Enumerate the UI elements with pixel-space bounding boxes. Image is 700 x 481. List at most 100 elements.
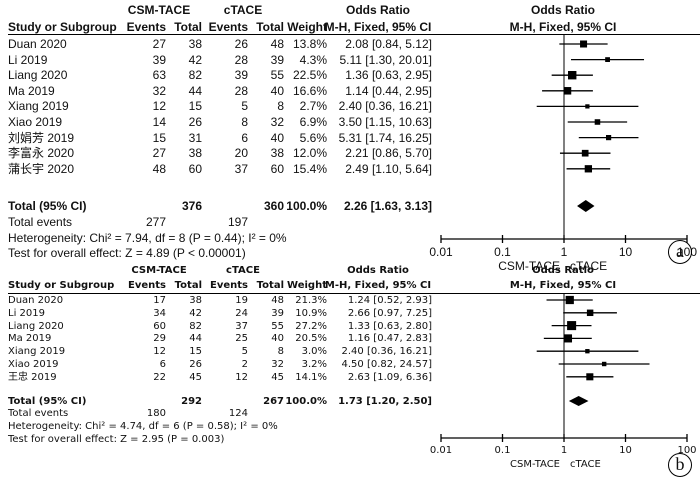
point-estimate-square xyxy=(585,349,590,354)
total-weight: 100.0% xyxy=(285,396,327,407)
study-name: 王忠 2019 xyxy=(8,371,57,383)
ctl-events: 8 xyxy=(241,115,248,129)
point-estimate-square xyxy=(563,87,572,95)
overall-effect-text: Test for overall effect: Z = 2.95 (P = 0… xyxy=(8,433,225,445)
exp-total: 38 xyxy=(189,295,202,306)
study-name: Li 2019 xyxy=(8,52,48,67)
study-name: 刘娟芳 2019 xyxy=(8,130,75,145)
or-ci-value: 2.40 [0.36, 16.21] xyxy=(341,346,433,358)
or-ci-value: 1.36 [0.63, 2.95] xyxy=(345,68,432,83)
ctl-total: 32 xyxy=(270,115,284,129)
exp-total: 26 xyxy=(188,115,202,129)
column-header-total-exp: Total xyxy=(174,280,202,291)
weight-value: 22.5% xyxy=(292,68,327,83)
exp-events: 48 xyxy=(152,161,166,176)
total-events-exp: 180 xyxy=(146,408,166,419)
x-tick-label: 1 xyxy=(560,245,568,259)
exp-events: 29 xyxy=(153,333,166,345)
x-tick-label: 1 xyxy=(560,445,568,456)
exp-total: 42 xyxy=(189,307,202,319)
point-estimate-square xyxy=(567,321,577,331)
or-header-title: Odds Ratio xyxy=(345,3,410,17)
or-header-sub: M-H, Fixed, 95% CI xyxy=(324,20,432,34)
column-header-total-ctl: Total xyxy=(256,20,284,34)
exp-total: 44 xyxy=(189,333,202,345)
ctl-total: 40 xyxy=(270,130,284,145)
study-name: 李富永 2020 xyxy=(8,146,75,161)
x-tick-label: 10 xyxy=(618,245,633,259)
or-header-sub: M-H, Fixed, 95% CI xyxy=(324,280,432,291)
weight-value: 16.6% xyxy=(292,83,327,98)
point-estimate-square xyxy=(586,309,594,317)
column-header-study: Study or Subgroup xyxy=(8,280,115,291)
header-rule xyxy=(8,34,700,35)
favours-left-label: CSM-TACE xyxy=(498,259,560,273)
exp-events: 6 xyxy=(159,359,166,370)
plot-header-sub: M-H, Fixed, 95% CI xyxy=(509,280,617,291)
exp-total: 38 xyxy=(188,146,202,161)
or-ci-value: 1.24 [0.52, 2.93] xyxy=(347,295,432,306)
exp-events: 22 xyxy=(153,371,166,383)
ctl-total: 55 xyxy=(270,68,284,83)
study-name: Xiang 2019 xyxy=(8,346,66,358)
study-name: Ma 2019 xyxy=(8,83,55,98)
column-header-events-ctl: Events xyxy=(210,280,248,291)
point-estimate-square xyxy=(581,149,589,157)
column-header-weight: Weight xyxy=(287,20,327,34)
or-ci-value: 2.63 [1.09, 6.36] xyxy=(347,371,432,383)
column-header-weight: Weight xyxy=(287,280,327,291)
ctl-events: 37 xyxy=(235,320,248,332)
ctl-events: 6 xyxy=(241,130,248,145)
ctl-total: 45 xyxy=(271,371,284,383)
exp-total: 42 xyxy=(188,52,202,67)
column-header-events-exp: Events xyxy=(126,20,166,34)
study-name: Duan 2020 xyxy=(8,295,64,306)
total-or-ci: 2.26 [1.63, 3.13] xyxy=(343,199,432,213)
weight-value: 2.7% xyxy=(299,99,327,114)
or-ci-value: 5.11 [1.30, 20.01] xyxy=(339,52,432,67)
x-tick-label: 0.01 xyxy=(429,245,453,259)
exp-total: 38 xyxy=(188,37,202,51)
ctl-total: 38 xyxy=(270,146,284,161)
ctl-total: 8 xyxy=(277,346,284,358)
total-ctl: 267 xyxy=(263,396,284,407)
or-ci-value: 2.40 [0.36, 16.21] xyxy=(338,99,432,114)
exp-events: 32 xyxy=(152,83,166,98)
study-name: Li 2019 xyxy=(8,307,45,319)
weight-value: 20.5% xyxy=(295,333,327,345)
point-estimate-square xyxy=(585,104,590,109)
exp-total: 60 xyxy=(188,161,202,176)
or-ci-value: 3.50 [1.15, 10.63] xyxy=(338,115,432,129)
ctl-events: 19 xyxy=(235,295,248,306)
ctl-events: 39 xyxy=(234,68,248,83)
study-name: 蒲长宇 2020 xyxy=(8,161,75,176)
exp-total: 15 xyxy=(189,346,202,358)
or-ci-value: 1.14 [0.44, 2.95] xyxy=(345,83,432,98)
point-estimate-square xyxy=(605,135,612,141)
weight-value: 4.3% xyxy=(299,52,327,67)
favours-right-label: cTACE xyxy=(570,259,608,273)
ctl-events: 37 xyxy=(234,161,248,176)
weight-value: 3.0% xyxy=(301,346,327,358)
forest-plot-b: CSM-TACE cTACE Study or Subgroup Events Tota… xyxy=(0,262,700,481)
ctl-total: 48 xyxy=(270,37,284,51)
or-ci-value: 2.49 [1.10, 5.64] xyxy=(345,161,432,176)
weight-value: 15.4% xyxy=(292,161,327,176)
point-estimate-square xyxy=(584,165,593,173)
column-header-events-ctl: Events xyxy=(208,20,248,34)
total-events-label: Total events xyxy=(8,408,69,419)
pooled-diamond xyxy=(568,396,589,406)
panel-label-badge: a xyxy=(668,240,692,264)
group-header-experimental: CSM-TACE xyxy=(131,265,187,276)
ctl-events: 25 xyxy=(235,333,248,345)
weight-value: 3.2% xyxy=(301,359,327,370)
pooled-diamond xyxy=(577,200,595,212)
heterogeneity-text: Heterogeneity: Chi² = 4.74, df = 6 (P = … xyxy=(8,420,278,432)
total-or-ci: 1.73 [1.20, 2.50] xyxy=(338,396,432,407)
total-ctl: 360 xyxy=(263,199,284,213)
heterogeneity-text: Heterogeneity: Chi² = 7.94, df = 8 (P = … xyxy=(8,230,287,245)
column-header-total-ctl: Total xyxy=(256,280,284,291)
exp-total: 26 xyxy=(189,359,202,370)
exp-total: 45 xyxy=(189,371,202,383)
forest-plot-canvas xyxy=(440,294,688,442)
